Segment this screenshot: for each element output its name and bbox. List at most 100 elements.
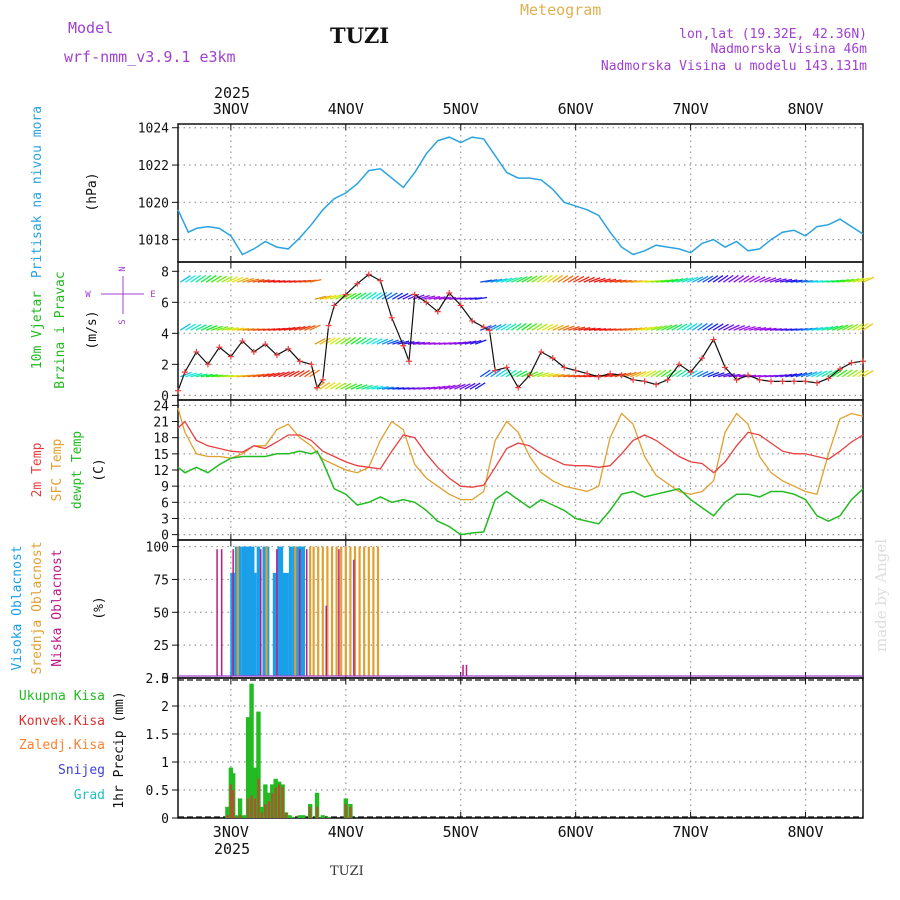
wind-speed-point	[848, 359, 855, 366]
wind-arrow	[805, 327, 819, 331]
pressure-ytick-label: 1022	[138, 159, 169, 174]
wind-arrow	[697, 275, 709, 283]
wind-arrow	[542, 323, 554, 331]
wind-arrow	[629, 371, 642, 378]
wind-arrow	[857, 277, 870, 283]
wind-arrow	[676, 369, 688, 378]
conv-rain-bar	[281, 787, 284, 818]
total-rain-bar	[290, 816, 296, 818]
wind-arrow	[314, 337, 326, 345]
wind-arrow	[857, 369, 869, 378]
wind-arrow	[588, 327, 601, 331]
conv-rain-bar	[231, 790, 235, 818]
wind-arrow	[516, 370, 528, 378]
lonlat-label: lon,lat (19.32E, 42.36N)	[679, 27, 867, 42]
wind-arrow	[842, 324, 854, 331]
wind-arrow	[785, 279, 798, 283]
wind-arrow	[640, 370, 652, 378]
low-cloud-bar	[325, 605, 328, 676]
wind-speed-point	[486, 327, 493, 334]
total-rain-bar	[237, 798, 243, 818]
xtick-label-top: 7NOV	[673, 100, 709, 118]
wind-arrow	[759, 276, 771, 283]
wind-arrow	[360, 337, 372, 345]
wind-arrow	[402, 341, 415, 345]
wind-arrow	[298, 369, 310, 378]
total-rain-bar	[314, 792, 320, 818]
wind-arrow	[712, 372, 725, 378]
wind-speed-point	[687, 369, 694, 376]
conv-rain-bar	[257, 778, 260, 818]
high-cloud-bar	[265, 546, 270, 676]
wind-arrow	[371, 338, 383, 345]
wind-arrow	[599, 278, 611, 283]
cloud-ytick-label: 50	[153, 606, 169, 621]
total-rain-bar	[301, 815, 306, 818]
wind-speed-point	[400, 342, 407, 349]
wind-arrow	[195, 274, 207, 283]
mid-cloud-bar	[321, 546, 324, 676]
wind-arrow	[604, 278, 617, 283]
wind-speed-point	[423, 299, 430, 306]
wind-arrow	[583, 327, 596, 331]
wind-speed-point	[262, 341, 269, 348]
wind-arrow	[423, 386, 436, 390]
wind-arrow	[210, 275, 222, 283]
high-cloud-bar	[244, 546, 248, 676]
wind-speed-point	[319, 376, 326, 383]
wind-arrow	[718, 372, 730, 378]
wind-arrow	[386, 292, 398, 300]
wind-arrow	[826, 325, 839, 331]
high-cloud-bar	[230, 572, 234, 676]
wind-speed-point	[699, 355, 706, 362]
wind-speed-point	[802, 378, 809, 385]
wind-arrow	[754, 327, 767, 331]
high-cloud-bar	[272, 572, 277, 676]
wind-arrow	[257, 279, 270, 283]
wind-arrow	[293, 325, 306, 331]
wind-arrow	[211, 374, 224, 378]
conv-rain-bar	[271, 792, 274, 818]
wind-arrow	[505, 277, 518, 283]
wind-arrow	[319, 337, 331, 345]
cloud-ytick-label: 75	[153, 573, 169, 588]
wind-arrow	[790, 279, 803, 283]
wind-arrow	[666, 324, 678, 331]
wind-arrow	[692, 370, 704, 378]
high-cloud-bar	[288, 546, 293, 676]
wind-arrow	[231, 327, 244, 331]
temp-unit: (C)	[92, 458, 107, 481]
wind-arrow	[645, 370, 657, 378]
mid-cloud-bar	[335, 546, 338, 676]
wind-speed-point	[618, 372, 625, 379]
wind-speed-point	[434, 308, 441, 315]
compass-n: N	[118, 266, 128, 271]
wind-arrow	[510, 370, 522, 378]
high-cloud-bar	[250, 546, 255, 676]
wind-arrow	[216, 275, 228, 283]
temp-ytick-label: 3	[161, 512, 169, 527]
wind-speed-point	[457, 302, 464, 309]
wind-arrow	[252, 373, 265, 378]
wind-speed-point	[175, 387, 181, 394]
total-rain-bar	[320, 815, 326, 818]
wind-arrow	[355, 384, 368, 390]
wind-arrow	[376, 338, 388, 345]
mid-cloud-label: Srednja Oblacnost	[30, 541, 45, 674]
wind-arrow	[231, 276, 244, 283]
high-cloud-bar	[234, 546, 239, 676]
wind-arrow	[262, 372, 275, 378]
wind-title-1: 10m Vjetar	[30, 291, 45, 369]
wind-arrow	[510, 322, 522, 331]
wind-arrow	[407, 341, 420, 345]
wind-arrow	[536, 372, 549, 378]
wind-arrow	[547, 274, 558, 283]
wind-speed-point	[538, 348, 545, 355]
mid-cloud-bar	[294, 546, 297, 676]
wind-speed-point	[365, 271, 372, 278]
wind-speed-point	[837, 365, 844, 372]
wind-arrow	[754, 276, 766, 283]
wind-arrow	[309, 279, 322, 283]
cloud-unit: (%)	[92, 596, 107, 619]
wind-arrow	[350, 336, 362, 345]
